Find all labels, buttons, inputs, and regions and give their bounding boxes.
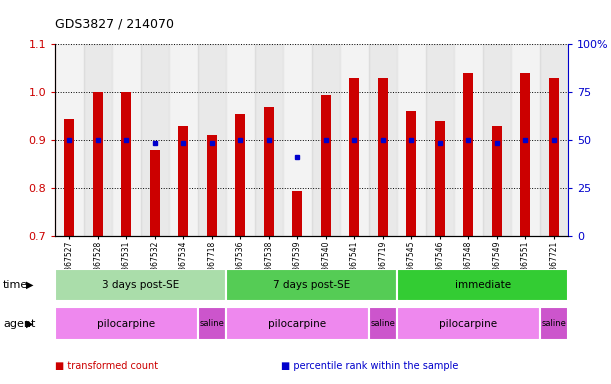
Text: pilocarpine: pilocarpine (268, 318, 326, 329)
Bar (84, 44, 112, 236)
Text: ■ percentile rank within the sample: ■ percentile rank within the sample (281, 361, 458, 371)
Text: time: time (3, 280, 28, 290)
Bar (55, 269, 226, 301)
Bar (197, 44, 226, 236)
Text: pilocarpine: pilocarpine (439, 318, 497, 329)
Bar (178, 126, 188, 236)
Bar (349, 78, 359, 236)
Bar (197, 307, 226, 340)
Bar (435, 121, 445, 236)
Bar (406, 111, 417, 236)
Bar (492, 126, 502, 236)
Bar (93, 92, 103, 236)
Bar (397, 307, 540, 340)
Bar (55, 307, 197, 340)
Bar (312, 44, 340, 236)
Text: pilocarpine: pilocarpine (97, 318, 155, 329)
Bar (264, 107, 274, 236)
Bar (169, 44, 197, 236)
Text: saline: saline (370, 319, 395, 328)
Bar (368, 307, 397, 340)
Bar (226, 269, 397, 301)
Bar (321, 94, 331, 236)
Bar (141, 44, 169, 236)
Bar (378, 78, 388, 236)
Text: ▶: ▶ (26, 280, 33, 290)
Text: ■ transformed count: ■ transformed count (55, 361, 158, 371)
Bar (121, 92, 131, 236)
Text: saline: saline (199, 319, 224, 328)
Bar (150, 150, 160, 236)
Bar (64, 119, 74, 236)
Bar (397, 269, 568, 301)
Bar (226, 307, 368, 340)
Bar (235, 114, 246, 236)
Bar (549, 78, 559, 236)
Text: immediate: immediate (455, 280, 511, 290)
Bar (397, 44, 426, 236)
Text: GDS3827 / 214070: GDS3827 / 214070 (55, 17, 174, 30)
Bar (340, 44, 368, 236)
Bar (112, 44, 141, 236)
Bar (521, 73, 530, 236)
Bar (483, 44, 511, 236)
Bar (207, 136, 217, 236)
Bar (540, 307, 568, 340)
Bar (540, 44, 568, 236)
Bar (426, 44, 454, 236)
Bar (368, 44, 397, 236)
Bar (255, 44, 283, 236)
Bar (463, 73, 474, 236)
Text: 7 days post-SE: 7 days post-SE (273, 280, 350, 290)
Text: saline: saline (541, 319, 566, 328)
Text: 3 days post-SE: 3 days post-SE (102, 280, 179, 290)
Bar (55, 44, 84, 236)
Bar (283, 44, 312, 236)
Text: agent: agent (3, 318, 35, 329)
Bar (226, 44, 255, 236)
Bar (511, 44, 540, 236)
Bar (292, 190, 302, 236)
Bar (454, 44, 483, 236)
Text: ▶: ▶ (26, 318, 33, 329)
